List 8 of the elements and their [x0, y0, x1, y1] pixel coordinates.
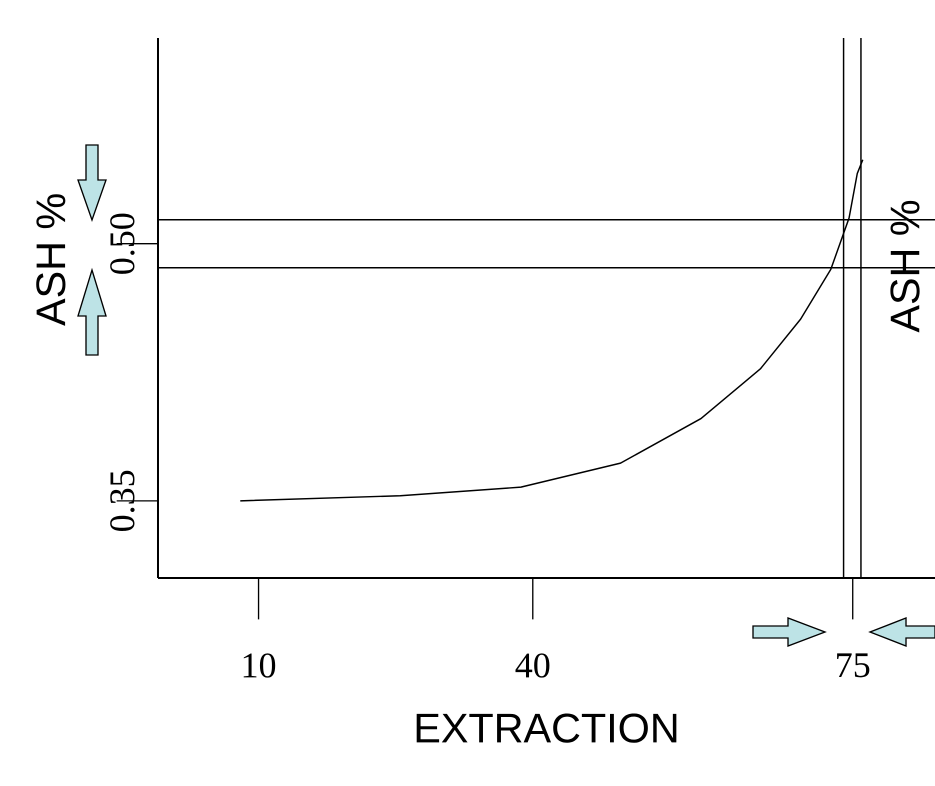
x-tick-label: 10 — [244, 653, 276, 678]
annotation: ASH % — [890, 200, 920, 333]
y-axis-title: ASH % — [36, 194, 66, 326]
y-tick-label: 0.50 — [110, 214, 135, 274]
x-tick-label: 40 — [515, 653, 550, 678]
x-tick-label: 75 — [837, 653, 870, 678]
x-axis-title: EXTRACTION — [416, 714, 676, 743]
y-tick-label: 0.35 — [110, 470, 135, 531]
